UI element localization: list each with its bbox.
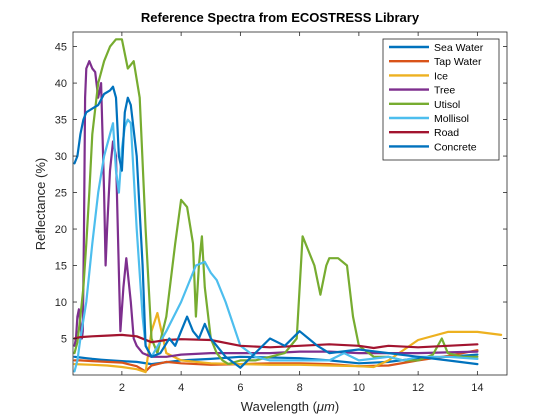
y-tick-label: 25	[55, 188, 67, 200]
y-tick-label: 45	[55, 42, 67, 54]
y-tick-label: 40	[55, 78, 67, 90]
legend-label: Concrete	[434, 141, 477, 153]
chart-title: Reference Spectra from ECOSTRESS Library	[141, 10, 420, 25]
y-tick-label: 30	[55, 151, 67, 163]
x-tick-label: 8	[297, 382, 303, 394]
x-tick-label: 10	[353, 382, 365, 394]
series-layer	[73, 38, 503, 374]
plot-area	[73, 38, 503, 374]
y-axis-label: Reflectance (%)	[33, 158, 48, 250]
x-axis-label-prefix: Wavelength (	[241, 399, 318, 414]
series-line-tap-water	[73, 349, 479, 373]
y-tick-label: 35	[55, 115, 67, 127]
x-tick-label: 6	[237, 382, 243, 394]
x-tick-label: 4	[178, 382, 184, 394]
series-line-mollisol	[73, 118, 479, 373]
legend-label: Road	[434, 127, 459, 139]
series-line-road	[73, 333, 479, 350]
legend-label: Ice	[434, 70, 448, 82]
y-tick-label: 10	[55, 297, 67, 309]
x-tick-label: 12	[412, 382, 424, 394]
x-tick-label: 14	[471, 382, 483, 394]
series-line-ice	[73, 311, 503, 374]
x-axis-ticks: 2 4 6 8 10 12 14	[119, 32, 484, 394]
y-tick-label: 5	[61, 334, 67, 346]
series-line-concrete	[73, 85, 479, 369]
x-axis-label-unit: μm	[316, 399, 335, 414]
x-axis-label: Wavelength (μm)	[241, 399, 339, 414]
legend-label: Sea Water	[434, 42, 484, 54]
legend: Sea Water Tap Water Ice Tree Utisol Mollisol R…	[382, 38, 500, 161]
x-axis-label-suffix: )	[335, 399, 339, 414]
x-tick-label: 2	[119, 382, 125, 394]
y-axis-ticks: 5 10 15 20 25 30 35 40 45	[55, 42, 507, 346]
y-tick-label: 15	[55, 261, 67, 273]
legend-items: Sea Water Tap Water Ice Tree Utisol Mollisol R…	[389, 42, 484, 153]
y-tick-label: 20	[55, 224, 67, 236]
legend-label: Tree	[434, 85, 455, 97]
legend-label: Mollisol	[434, 113, 469, 125]
axes-box	[72, 31, 508, 376]
legend-box	[382, 38, 500, 161]
legend-label: Tap Water	[434, 56, 482, 68]
series-line-tree	[73, 60, 479, 358]
legend-label: Utisol	[434, 99, 460, 111]
